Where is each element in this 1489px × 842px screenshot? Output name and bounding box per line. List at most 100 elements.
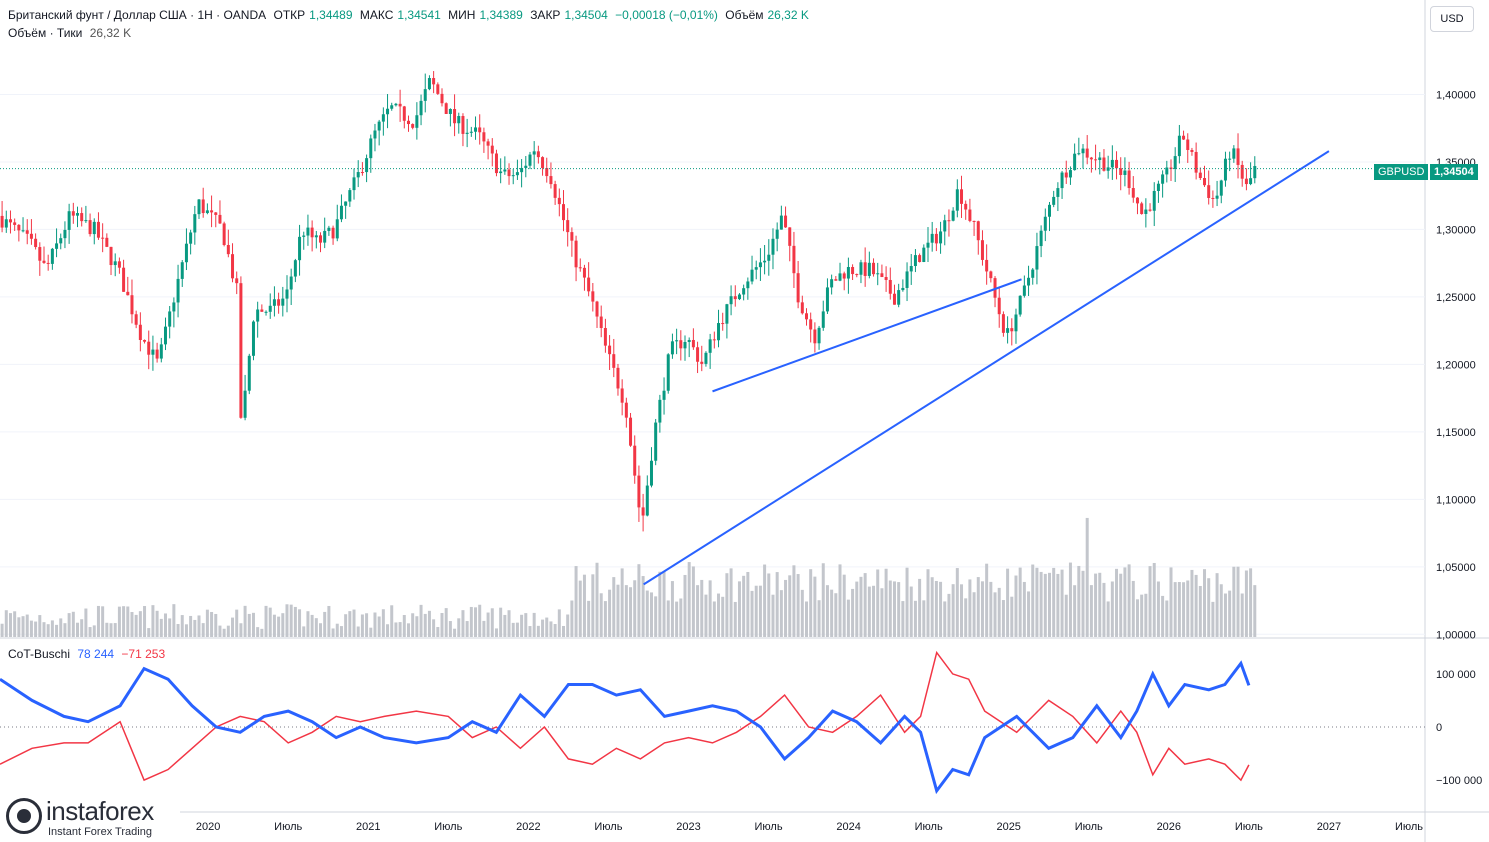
candle-body — [654, 422, 658, 461]
volume-bar — [863, 573, 867, 637]
cot-red-series — [0, 650, 1250, 782]
volume-bar — [654, 596, 658, 637]
candle-body — [1144, 209, 1148, 214]
volume-bar — [1140, 594, 1144, 637]
volume-bar — [775, 572, 779, 637]
candle-body — [679, 340, 683, 349]
volume-bar — [1001, 600, 1005, 637]
volume-bar — [993, 592, 997, 637]
volume-bar — [264, 605, 268, 637]
volume-bar — [1068, 562, 1072, 637]
volume-bar — [1148, 566, 1152, 637]
volume-bar — [746, 571, 750, 637]
cot-tick-label: 100 000 — [1436, 669, 1476, 681]
volume-bar — [1144, 593, 1148, 637]
candle-body — [733, 296, 737, 300]
volume-bar — [549, 621, 553, 637]
candle-body — [658, 399, 662, 423]
candle-body — [281, 298, 285, 306]
volume-bar — [394, 622, 398, 637]
volume-bar — [143, 606, 147, 637]
volume-bar — [406, 623, 410, 637]
volume-bar — [494, 628, 498, 637]
candle-body — [624, 402, 628, 418]
brand-tagline: Instant Forex Trading — [48, 826, 152, 838]
candle-body — [1077, 153, 1081, 155]
volume-bar — [578, 580, 582, 637]
candle-body — [985, 259, 989, 272]
volume-bar — [926, 569, 930, 637]
volume-bar — [939, 581, 943, 637]
volume-bar — [788, 575, 792, 637]
volume-bar — [298, 609, 302, 637]
volume-bar — [147, 628, 151, 637]
time-tick-label: 2020 — [196, 821, 220, 833]
volume-bar — [193, 619, 197, 637]
volume-bar — [859, 576, 863, 637]
volume-row-label: Объём · Тики — [8, 26, 83, 40]
low-value: 1,34389 — [479, 8, 523, 22]
volume-bar — [1223, 593, 1227, 637]
candle-body — [272, 299, 276, 306]
candle-body — [767, 254, 771, 261]
volume-bar — [1186, 580, 1190, 637]
candle-body — [842, 273, 846, 279]
price-tick-label: 1,00000 — [1436, 629, 1476, 641]
time-tick-label: Июль — [434, 821, 462, 833]
volume-bar — [842, 574, 846, 637]
volume-bar — [465, 621, 469, 637]
candle-body — [109, 246, 113, 266]
price-tick-label: 1,10000 — [1436, 494, 1476, 506]
open-value: 1,34489 — [309, 8, 353, 22]
symbol-legend: Британский фунт / Доллар США · 1Н · OAND… — [8, 8, 813, 22]
candle-body — [884, 277, 888, 280]
brand-logo: instaforex Instant Forex Trading — [0, 794, 180, 842]
candle-body — [369, 138, 373, 159]
candle-body — [515, 172, 519, 176]
candle-body — [302, 235, 306, 237]
volume-bar — [796, 574, 800, 637]
volume-bar — [855, 581, 859, 637]
candle-body — [892, 293, 896, 305]
candle-body — [46, 262, 50, 264]
candle-body — [578, 267, 582, 269]
volume-bar — [17, 617, 21, 637]
volume-bar — [1156, 581, 1160, 637]
candle-body — [817, 327, 821, 344]
volume-bar — [314, 618, 318, 637]
volume-bar — [1253, 585, 1257, 637]
volume-bar — [197, 615, 201, 637]
volume-bar — [335, 623, 339, 637]
candle-body — [620, 388, 624, 403]
volume-bar — [645, 590, 649, 637]
candle-body — [13, 222, 17, 225]
volume-bar — [666, 600, 670, 637]
volume-bar — [499, 607, 503, 637]
candle-body — [432, 78, 436, 85]
volume-bar — [712, 601, 716, 637]
cot-tick-label: 0 — [1436, 722, 1442, 734]
candle-body — [574, 240, 578, 268]
candle-body — [25, 230, 29, 234]
candle-body — [474, 127, 478, 132]
price-tick-label: 1,40000 — [1436, 89, 1476, 101]
candle-body — [846, 267, 850, 279]
close-label: ЗАКР — [530, 8, 561, 22]
candle-body — [390, 105, 394, 109]
candle-body — [138, 324, 142, 340]
candle-body — [1215, 195, 1219, 199]
currency-button[interactable]: USD — [1430, 6, 1474, 32]
volume-bar — [92, 625, 96, 637]
volume-bar — [867, 586, 871, 637]
volume-bar — [570, 600, 574, 637]
volume-bar — [964, 598, 968, 637]
volume-bar — [1190, 569, 1194, 637]
volume-bar — [649, 592, 653, 637]
candle-body — [1182, 135, 1186, 140]
volume-bar — [386, 624, 390, 637]
volume-bar — [675, 601, 679, 637]
candle-body — [1148, 209, 1152, 211]
volume-bar — [50, 620, 54, 637]
candle-body — [210, 210, 214, 213]
